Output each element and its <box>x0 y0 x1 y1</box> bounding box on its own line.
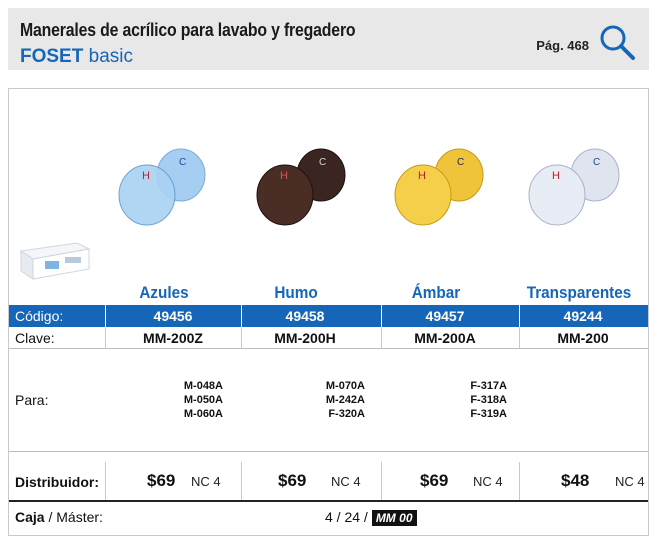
brand-rest: basic <box>83 46 133 67</box>
compatible-model: M-060A <box>183 408 223 420</box>
page-title: Manerales de acrílico para lavabo y freg… <box>20 20 356 40</box>
caja-label-bold: Caja <box>15 509 45 525</box>
para-list: M-070A M-242A F-320A <box>299 379 365 421</box>
nc-badge: NC 4 <box>615 474 645 489</box>
price: $69 <box>420 471 449 490</box>
column-divider <box>519 305 520 327</box>
codigo-label: Código: <box>15 308 64 324</box>
column-divider <box>105 462 106 500</box>
caja-label-rest: / Máster: <box>44 509 103 525</box>
product-name: Azules <box>139 283 189 302</box>
column-divider <box>381 462 382 500</box>
column-divider <box>519 462 520 500</box>
codigo-row: Código: 49456 49458 49457 49244 <box>9 305 648 327</box>
distribuidor-row: Distribuidor: $69 NC 4 $69 NC 4 $69 NC 4… <box>9 462 648 502</box>
svg-text:H: H <box>552 170 560 182</box>
brand-name: FOSET basic <box>20 46 133 68</box>
page-header: Manerales de acrílico para lavabo y freg… <box>8 8 649 70</box>
para-list: F-317A F-318A F-319A <box>443 379 507 421</box>
para-label: Para: <box>15 392 49 408</box>
brand-bold: FOSET <box>20 46 84 67</box>
caja-value: 4 / 24 /MM 00 <box>325 509 417 526</box>
svg-text:C: C <box>457 157 464 168</box>
knob-image-azules: C H <box>118 148 206 226</box>
compatible-model: M-070A <box>325 380 365 392</box>
svg-text:H: H <box>418 170 426 182</box>
column-divider <box>381 305 382 327</box>
para-list: M-048A M-050A M-060A <box>159 379 223 421</box>
caja-quantities: 4 / 24 / <box>325 509 368 525</box>
caja-label: Caja / Máster: <box>15 509 103 525</box>
column-divider <box>241 327 242 349</box>
codigo-value: 49457 <box>425 308 465 324</box>
column-divider <box>241 462 242 500</box>
clave-value: MM-200 <box>557 330 609 346</box>
product-name: Transparentes <box>526 283 632 302</box>
mm-tag: MM 00 <box>371 510 417 526</box>
clave-value: MM-200A <box>414 330 476 346</box>
codigo-value: 49458 <box>285 308 325 324</box>
clave-label: Clave: <box>15 330 55 346</box>
svg-text:H: H <box>142 170 150 182</box>
product-table: C H C H C H C H Azules Humo Ámbar Transp… <box>8 88 649 536</box>
search-icon[interactable] <box>597 22 637 62</box>
svg-text:C: C <box>319 157 326 168</box>
clave-value: MM-200Z <box>143 330 203 346</box>
codigo-value: 49244 <box>563 308 603 324</box>
product-name: Ámbar <box>411 283 461 302</box>
knob-image-transparentes: C H <box>528 148 620 226</box>
clave-value: MM-200H <box>274 330 336 346</box>
svg-text:H: H <box>280 170 288 182</box>
compatible-model: F-319A <box>470 408 507 420</box>
distribuidor-label: Distribuidor: <box>15 474 99 490</box>
svg-text:C: C <box>179 157 186 168</box>
compatible-model: M-050A <box>183 394 223 406</box>
svg-text:C: C <box>593 157 600 168</box>
nc-badge: NC 4 <box>191 474 221 489</box>
page-reference: Pág. 468 <box>536 38 589 53</box>
column-divider <box>381 327 382 349</box>
column-divider <box>105 327 106 349</box>
nc-badge: NC 4 <box>473 474 503 489</box>
knob-image-humo: C H <box>256 148 346 226</box>
price: $69 <box>147 471 176 490</box>
knob-image-ambar: C H <box>394 148 484 226</box>
column-divider <box>519 327 520 349</box>
product-name: Humo <box>274 283 318 302</box>
compatible-model: F-317A <box>470 380 507 392</box>
compatible-model: M-242A <box>325 394 365 406</box>
para-row: Para: M-048A M-050A M-060A M-070A M-242A… <box>9 349 648 452</box>
codigo-value: 49456 <box>153 308 193 324</box>
package-box-image <box>19 242 91 280</box>
price: $48 <box>561 471 590 490</box>
compatible-model: F-320A <box>328 408 365 420</box>
caja-row: Caja / Máster: 4 / 24 /MM 00 <box>9 505 648 529</box>
compatible-model: F-318A <box>470 394 507 406</box>
nc-badge: NC 4 <box>331 474 361 489</box>
clave-row: Clave: MM-200Z MM-200H MM-200A MM-200 <box>9 327 648 349</box>
compatible-model: M-048A <box>183 380 223 392</box>
column-divider <box>241 305 242 327</box>
price: $69 <box>278 471 307 490</box>
column-divider <box>105 305 106 327</box>
